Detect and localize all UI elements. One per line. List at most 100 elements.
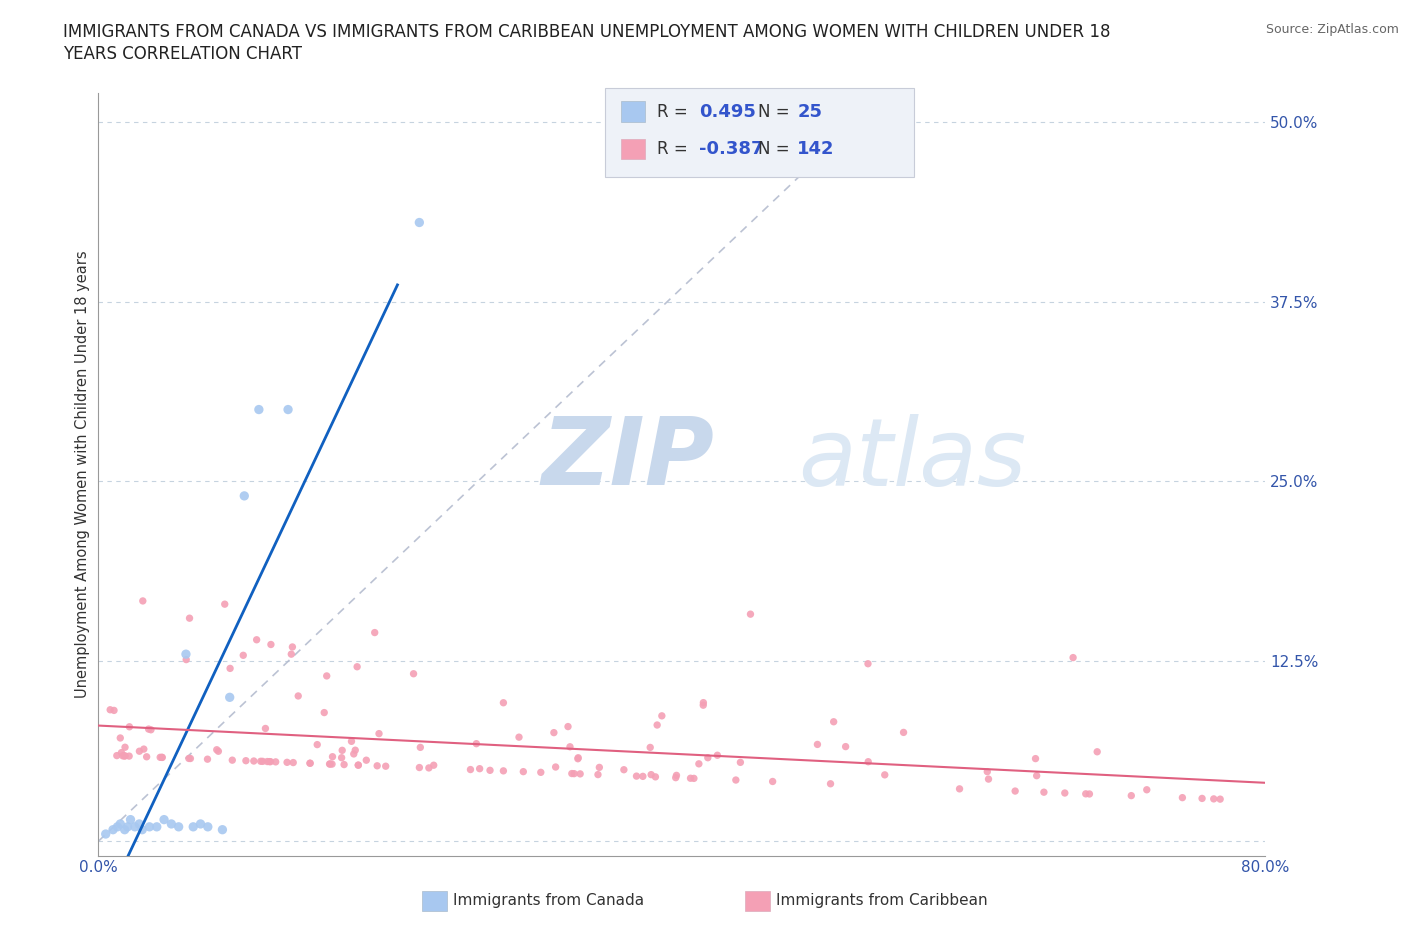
Point (197, 819, 219, 834)
Point (948, 781, 970, 796)
Point (762, 774, 785, 789)
Point (631, 769, 654, 784)
Point (153, 812, 176, 827)
Point (460, 762, 482, 777)
Point (873, 767, 896, 782)
Text: IMMIGRANTS FROM CANADA VS IMMIGRANTS FROM CARIBBEAN UNEMPLOYMENT AMONG WOMEN WIT: IMMIGRANTS FROM CANADA VS IMMIGRANTS FRO… (63, 23, 1111, 41)
Point (114, 822, 136, 837)
Point (569, 766, 592, 781)
Point (1025, 768, 1047, 783)
Point (562, 766, 585, 781)
Point (314, 705, 336, 720)
Text: Immigrants from Canada: Immigrants from Canada (453, 893, 644, 908)
Point (315, 669, 337, 684)
Point (688, 756, 710, 771)
Point (977, 772, 1000, 787)
Point (128, 744, 150, 759)
Point (858, 754, 880, 769)
Point (366, 758, 388, 773)
Point (110, 817, 132, 831)
Point (1121, 789, 1143, 804)
Point (468, 762, 491, 777)
Point (730, 755, 752, 770)
Point (740, 606, 762, 621)
Point (976, 764, 998, 779)
Point (347, 758, 370, 773)
Point (283, 755, 305, 770)
Point (247, 402, 270, 417)
Point (479, 763, 502, 777)
Point (252, 754, 274, 769)
Point (543, 725, 565, 740)
Point (512, 764, 534, 779)
Point (118, 749, 141, 764)
Point (318, 757, 340, 772)
Point (319, 757, 342, 772)
Point (120, 812, 142, 827)
Point (330, 743, 353, 758)
Point (408, 215, 430, 230)
Point (233, 488, 256, 503)
Point (114, 739, 136, 754)
Point (277, 402, 299, 417)
Point (243, 753, 266, 768)
Point (179, 751, 201, 766)
Point (557, 719, 579, 734)
Point (254, 721, 277, 736)
Point (823, 714, 845, 729)
Y-axis label: Unemployment Among Women with Children Under 18 years: Unemployment Among Women with Children U… (75, 250, 90, 698)
Point (103, 703, 125, 718)
Point (492, 764, 515, 778)
Point (706, 748, 728, 763)
Point (1085, 744, 1108, 759)
Point (101, 822, 124, 837)
Text: R =: R = (657, 102, 693, 121)
Point (177, 751, 200, 766)
Point (135, 750, 157, 764)
Point (1053, 786, 1076, 801)
Point (1025, 751, 1047, 766)
Text: R =: R = (657, 140, 693, 158)
Text: N =: N = (758, 140, 794, 158)
Point (117, 819, 139, 834)
Point (508, 730, 530, 745)
Point (422, 758, 444, 773)
Point (1171, 790, 1194, 805)
Point (197, 751, 219, 766)
Point (567, 751, 589, 765)
Point (665, 768, 688, 783)
Point (1004, 784, 1026, 799)
Point (132, 593, 155, 608)
Point (644, 769, 666, 784)
Point (207, 744, 229, 759)
Point (112, 749, 135, 764)
Point (276, 755, 298, 770)
Point (1078, 787, 1101, 802)
Point (1074, 787, 1097, 802)
Point (179, 611, 201, 626)
Point (346, 659, 368, 674)
Point (626, 769, 648, 784)
Point (131, 822, 153, 837)
Point (281, 640, 304, 655)
Point (856, 657, 879, 671)
Point (280, 646, 302, 661)
Point (235, 753, 257, 768)
Text: YEARS CORRELATION CHART: YEARS CORRELATION CHART (63, 45, 302, 62)
Point (344, 743, 367, 758)
Point (214, 597, 236, 612)
Point (174, 652, 197, 667)
Point (645, 718, 668, 733)
Point (683, 771, 706, 786)
Point (586, 767, 609, 782)
Point (105, 748, 128, 763)
Point (205, 742, 228, 757)
Point (638, 740, 661, 755)
Point (834, 739, 856, 754)
Text: ZIP: ZIP (541, 413, 714, 505)
Point (588, 760, 610, 775)
Text: 142: 142 (797, 140, 835, 158)
Text: Source: ZipAtlas.com: Source: ZipAtlas.com (1265, 23, 1399, 36)
Point (1032, 785, 1054, 800)
Point (118, 719, 141, 734)
